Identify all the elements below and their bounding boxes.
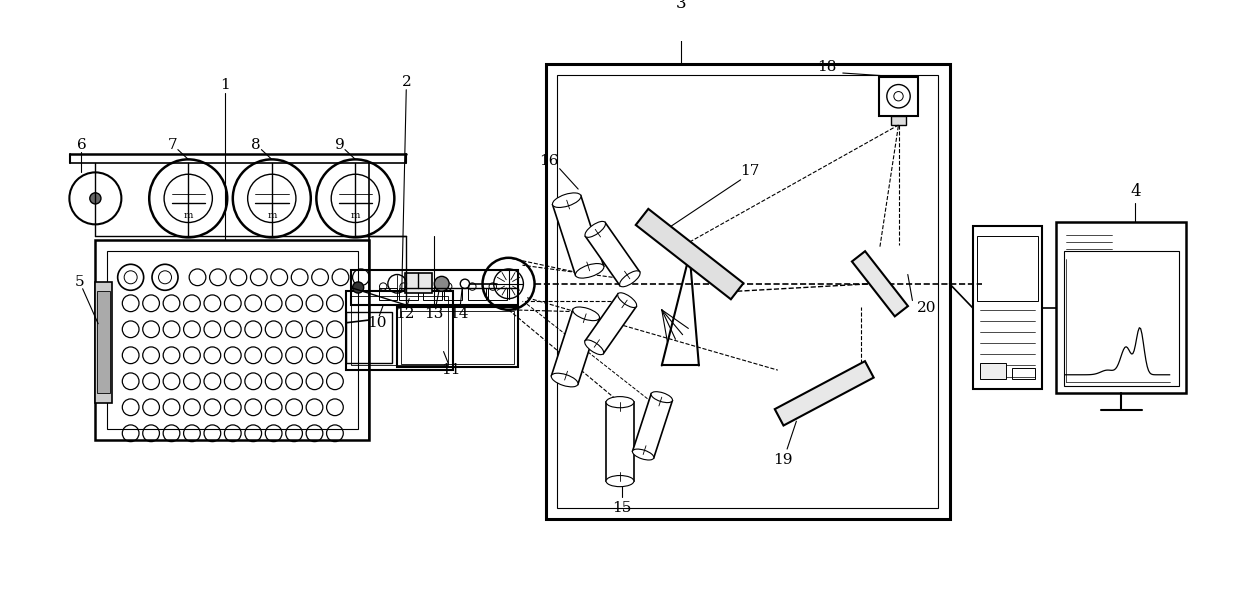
Text: 1: 1 <box>221 78 230 92</box>
Ellipse shape <box>606 476 634 486</box>
Bar <box>97 291 110 394</box>
Bar <box>398 307 518 367</box>
Polygon shape <box>606 402 634 481</box>
Bar <box>424 289 441 300</box>
Circle shape <box>435 276 449 291</box>
Text: 20: 20 <box>917 301 937 315</box>
Text: 18: 18 <box>818 59 836 74</box>
Text: m: m <box>183 211 193 220</box>
Bar <box>351 270 518 305</box>
Bar <box>401 311 514 364</box>
Bar <box>379 289 398 300</box>
Ellipse shape <box>632 449 654 460</box>
Bar <box>978 235 1038 301</box>
Ellipse shape <box>572 307 600 320</box>
Text: 17: 17 <box>740 164 760 177</box>
Ellipse shape <box>652 392 673 403</box>
Text: 8: 8 <box>252 138 261 152</box>
Text: 2: 2 <box>401 75 411 89</box>
Bar <box>488 289 507 300</box>
Ellipse shape <box>553 193 581 207</box>
Bar <box>980 363 1006 379</box>
Text: m: m <box>351 211 361 220</box>
Text: 15: 15 <box>612 501 632 515</box>
Bar <box>95 282 112 403</box>
Text: 9: 9 <box>335 138 344 152</box>
Text: 19: 19 <box>773 453 792 467</box>
Bar <box>1012 368 1035 379</box>
Polygon shape <box>585 222 639 286</box>
Polygon shape <box>585 294 637 353</box>
Circle shape <box>353 282 364 293</box>
Text: 11: 11 <box>441 363 461 377</box>
Bar <box>545 63 949 519</box>
Bar <box>891 116 906 125</box>
Polygon shape <box>553 196 603 276</box>
Bar <box>467 289 486 300</box>
Bar <box>346 291 452 370</box>
Bar <box>1064 252 1178 386</box>
Ellipse shape <box>606 397 634 408</box>
Bar <box>346 311 393 363</box>
Text: 13: 13 <box>425 307 444 322</box>
Bar <box>351 296 449 365</box>
Polygon shape <box>633 394 673 458</box>
Text: 16: 16 <box>539 154 559 168</box>
Bar <box>399 289 418 300</box>
Bar <box>556 75 938 507</box>
Ellipse shape <box>585 340 603 355</box>
Ellipse shape <box>620 271 641 287</box>
Text: 5: 5 <box>74 275 84 289</box>
Ellipse shape <box>585 222 606 237</box>
Polygon shape <box>774 361 873 425</box>
Text: 12: 12 <box>395 307 414 322</box>
Text: 14: 14 <box>450 307 470 322</box>
Polygon shape <box>636 209 743 300</box>
Polygon shape <box>551 310 600 385</box>
Bar <box>405 273 432 293</box>
Bar <box>95 240 369 440</box>
Polygon shape <box>852 251 908 316</box>
Text: 4: 4 <box>1130 183 1141 201</box>
Text: 10: 10 <box>367 316 387 330</box>
Circle shape <box>89 193 100 204</box>
Text: 7: 7 <box>167 138 177 152</box>
Ellipse shape <box>551 373 579 387</box>
Text: m: m <box>268 211 276 220</box>
Ellipse shape <box>575 264 603 278</box>
Bar <box>444 289 462 300</box>
Text: 6: 6 <box>77 138 87 152</box>
Text: 3: 3 <box>676 0 686 12</box>
Bar <box>973 226 1042 389</box>
Bar <box>107 252 358 429</box>
Bar <box>878 77 918 116</box>
Bar <box>1057 222 1186 394</box>
Ellipse shape <box>618 293 637 307</box>
